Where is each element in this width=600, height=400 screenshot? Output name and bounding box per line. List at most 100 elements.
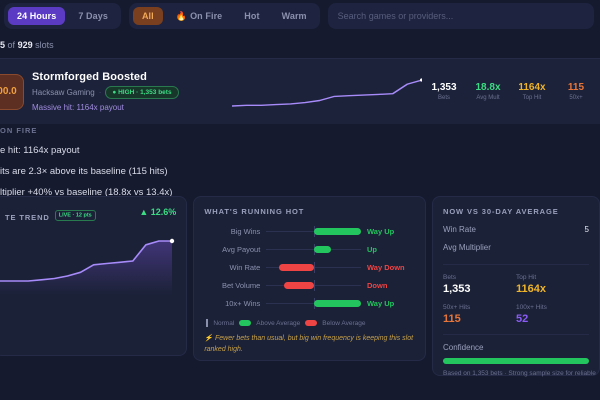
hero-stat-50x: 115 50x+ xyxy=(554,82,598,101)
running-hot-center-tick xyxy=(313,280,315,291)
running-hot-row-track xyxy=(266,259,361,276)
running-hot-row-track xyxy=(266,241,361,258)
hero-sparkline-svg xyxy=(231,77,425,107)
trend-chart xyxy=(0,238,175,295)
legend-normal-label: Normal xyxy=(213,319,235,327)
on-fire-header: ON FIRE xyxy=(0,126,38,135)
running-hot-row-value: Way Up xyxy=(367,299,395,308)
running-hot-row-track xyxy=(266,223,361,240)
score-value: 00.0 xyxy=(0,86,17,97)
result-count-total: 929 xyxy=(17,40,33,50)
result-count-unit: slots xyxy=(35,40,54,50)
running-hot-row: Big Wins Way Up xyxy=(204,223,415,240)
stat-cell-100x-hits-key: 100x+ Hits xyxy=(516,304,547,311)
running-hot-panel: WHAT'S RUNNING HOT Big Wins Way Up Avg Pay… xyxy=(193,196,426,361)
time-filter-24-hours[interactable]: 24 Hours xyxy=(8,7,66,25)
legend-below-average-icon xyxy=(305,320,318,326)
stat-cell-100x-hits: 100x+ Hits 52 xyxy=(516,304,589,325)
on-fire-row-2: ltiplier +40% vs baseline (18.8x vs 13.4… xyxy=(0,187,173,198)
running-hot-bar xyxy=(284,282,314,289)
flame-icon: 🔥 xyxy=(175,10,188,21)
compare-row-win-rate-key: Win Rate xyxy=(443,225,476,234)
compare-stat-grid: Bets 1,353 Top Hit 1164x 50x+ Hits 115 1… xyxy=(443,264,589,334)
confidence-footnote: Based on 1,353 bets · Strong sample size… xyxy=(443,370,596,377)
running-hot-legend: Normal Above Average Below Average xyxy=(204,319,415,327)
running-hot-bar xyxy=(313,246,331,253)
hero-stat-bets-value: 1,353 xyxy=(431,82,457,93)
running-hot-bar xyxy=(313,228,361,235)
stat-cell-50x-hits-key: 50x+ Hits xyxy=(443,304,471,311)
running-hot-row-label: 10x+ Wins xyxy=(225,299,261,308)
on-fire-row-1: its are 2.3× above its baseline (115 hit… xyxy=(0,166,168,177)
hero-sparkline xyxy=(231,72,425,112)
hero-stat-avg-mult: 18.8x Avg Mult xyxy=(466,82,510,101)
hero-stat-50x-value: 115 xyxy=(567,82,585,93)
slot-title: Stormforged Boosted xyxy=(32,71,147,83)
badge-dot-icon: ● xyxy=(112,89,117,96)
hero-stat-top-hit: 1164x Top Hit xyxy=(510,82,554,101)
heat-filter-on-fire-label: On Fire xyxy=(190,10,223,21)
running-hot-row-value: Way Up xyxy=(367,227,395,236)
hero-stat-50x-label: 50x+ xyxy=(569,95,583,101)
hero-stat-bets-label: Bets xyxy=(437,95,450,101)
confidence-section: Confidence Based on 1,353 bets · Strong … xyxy=(443,334,596,377)
running-hot-row-track xyxy=(266,277,361,294)
running-hot-row: Bet Volume Down xyxy=(204,277,415,294)
on-fire-section: ON FIRE e hit: 1164x payout its are 2.3×… xyxy=(0,126,600,198)
running-hot-row-label: Big Wins xyxy=(230,227,261,236)
heat-filter-all[interactable]: All xyxy=(132,7,163,25)
result-count: 5 of 929 slots xyxy=(0,40,54,50)
search-input[interactable]: Search games or providers... xyxy=(327,3,594,29)
search-placeholder: Search games or providers... xyxy=(337,11,454,21)
hero-stat-avg-mult-value: 18.8x xyxy=(475,82,501,93)
running-hot-row-label: Avg Payout xyxy=(222,245,261,254)
slot-provider: Hacksaw Gaming xyxy=(32,88,95,97)
stat-cell-top-hit-key: Top Hit xyxy=(516,274,537,281)
running-hot-row-value: Up xyxy=(367,245,377,254)
featured-slot-card[interactable]: 00.0 Stormforged Boosted Hacksaw Gaming … xyxy=(0,58,600,124)
running-hot-row-label: Win Rate xyxy=(229,263,261,272)
compare-row-win-rate-value: 5 xyxy=(584,225,589,234)
legend-above-average-label: Above Average xyxy=(256,319,301,327)
confidence-badge: ● HIGH · 1,353 bets xyxy=(105,86,179,99)
live-badge: LIVE · 12 pts xyxy=(54,210,96,222)
stat-cell-top-hit: Top Hit 1164x xyxy=(516,274,589,295)
confidence-badge-label: HIGH · 1,353 bets xyxy=(118,89,172,96)
running-hot-title: WHAT'S RUNNING HOT xyxy=(204,207,305,216)
running-hot-note: ⚡ Fewer bets than usual, but big win fre… xyxy=(204,335,414,353)
compare-row-avg-multiplier: Avg Multiplier xyxy=(443,243,589,252)
slot-meta: Hacksaw Gaming · ● HIGH · 1,353 bets xyxy=(32,86,232,99)
stat-cell-100x-hits-value: 52 xyxy=(516,313,529,325)
hero-stat-avg-mult-label: Avg Mult xyxy=(476,95,500,101)
running-hot-rows: Big Wins Way Up Avg Payout Up Win Rate Way Do… xyxy=(204,223,415,312)
running-hot-row: 10x+ Wins Way Up xyxy=(204,295,415,312)
hero-stat-top-hit-label: Top Hit xyxy=(522,95,542,101)
running-hot-center-tick xyxy=(313,262,315,273)
confidence-label: Confidence xyxy=(443,343,484,352)
compare-panel-title: NOW VS 30-DAY AVERAGE xyxy=(443,207,559,216)
hero-stat-bets: 1,353 Bets xyxy=(422,82,466,101)
slot-payout-line: Massive hit: 1164x payout xyxy=(32,103,124,112)
stat-cell-top-hit-value: 1164x xyxy=(516,283,546,295)
running-hot-row-label: Bet Volume xyxy=(221,281,261,290)
time-filter-group: 24 Hours 7 Days xyxy=(4,3,121,29)
hero-stat-top-hit-value: 1164x xyxy=(518,82,546,93)
trend-delta: ▲ 12.6% xyxy=(139,207,177,217)
heat-filter-group: All 🔥 On Fire Hot Warm xyxy=(128,3,320,29)
heat-filter-hot[interactable]: Hot xyxy=(244,11,260,21)
running-hot-row-value: Down xyxy=(367,281,388,290)
stat-cell-bets: Bets 1,353 xyxy=(443,274,516,295)
heat-filter-warm[interactable]: Warm xyxy=(281,11,307,21)
running-hot-bar xyxy=(313,300,361,307)
meta-separator: · xyxy=(98,88,102,97)
stat-cell-bets-value: 1,353 xyxy=(443,283,471,295)
stat-cell-50x-hits-value: 115 xyxy=(443,313,461,325)
legend-normal-icon xyxy=(206,319,209,327)
panels-row: ▲ 12.6% TE TREND LIVE · 12 pts WHAT'S RUN… xyxy=(0,196,600,377)
time-filter-7-days[interactable]: 7 Days xyxy=(78,11,108,21)
result-count-shown: 5 xyxy=(0,40,6,50)
compare-row-avg-multiplier-key: Avg Multiplier xyxy=(443,243,491,252)
heat-filter-on-fire[interactable]: 🔥 On Fire xyxy=(167,7,232,26)
win-rate-trend-panel: ▲ 12.6% TE TREND LIVE · 12 pts xyxy=(0,196,188,356)
